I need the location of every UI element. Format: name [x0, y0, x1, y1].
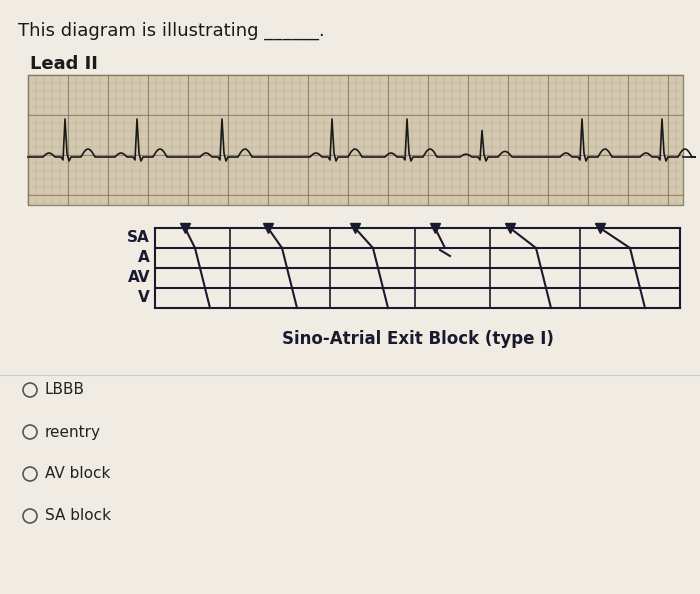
Text: SA block: SA block [45, 508, 111, 523]
Text: LBBB: LBBB [45, 383, 85, 397]
Text: A: A [139, 250, 150, 265]
Text: reentry: reentry [45, 425, 101, 440]
Text: Sino-Atrial Exit Block (type I): Sino-Atrial Exit Block (type I) [281, 330, 554, 348]
Bar [28, 75, 683, 205]
Text: AV block: AV block [45, 466, 111, 482]
Text: This diagram is illustrating ______.: This diagram is illustrating ______. [18, 22, 325, 40]
Text: V: V [139, 290, 150, 305]
Text: Lead II: Lead II [30, 55, 98, 73]
Text: SA: SA [127, 230, 150, 245]
Text: AV: AV [127, 270, 150, 285]
